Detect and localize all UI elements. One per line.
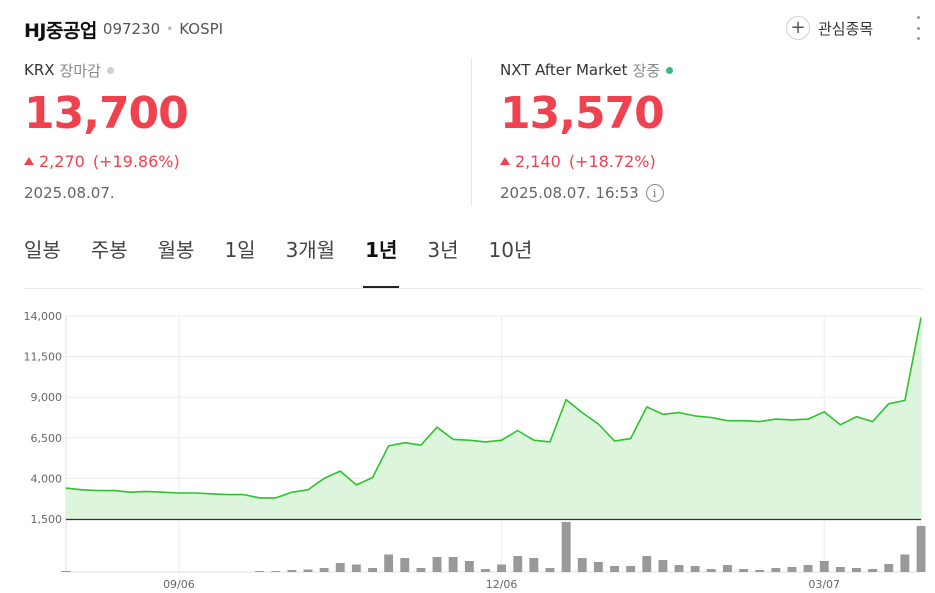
up-triangle-icon: [500, 157, 510, 165]
nxt-label-row: NXT After Market 장중: [500, 58, 674, 82]
y-tick-label: 1,500: [31, 513, 63, 526]
volume-bar: [303, 569, 313, 572]
stock-header: HJ중공업 097230 • KOSPI: [24, 14, 223, 44]
tab-weekly[interactable]: 주봉: [90, 238, 128, 262]
y-tick-label: 9,000: [31, 391, 63, 404]
stock-code: 097230: [102, 20, 161, 38]
volume-bar: [690, 566, 700, 572]
volume-bar: [400, 558, 410, 572]
volume-bar: [739, 569, 748, 572]
krx-price: 13,700: [24, 88, 189, 139]
krx-change-percent: (+19.86%): [92, 151, 180, 171]
volume-bar: [351, 564, 361, 572]
volume-bar: [335, 563, 345, 572]
nxt-change: 2,140 (+18.72%): [500, 150, 673, 172]
y-tick-label: 6,500: [31, 432, 63, 445]
volume-bar: [626, 566, 636, 572]
tabs-divider: [24, 288, 922, 289]
volume-bar: [900, 554, 910, 572]
volume-bar: [723, 565, 732, 572]
volume-bar: [787, 567, 797, 572]
price-line: [65, 317, 922, 499]
nxt-change-value: 2,140: [515, 151, 561, 171]
tab-1-day[interactable]: 1일: [224, 238, 256, 262]
y-tick-label: 11,500: [24, 351, 63, 364]
krx-change: 2,270 (+19.86%): [24, 150, 188, 172]
tab-1-year[interactable]: 1년: [363, 226, 400, 288]
volume-bar: [464, 561, 474, 572]
volume-bar: [529, 558, 539, 572]
y-tick-label: 14,000: [24, 310, 63, 323]
volume-bar: [610, 566, 619, 572]
krx-quote: KRX 장마감 13,700 2,270 (+19.86%) 2025.08.0…: [24, 58, 189, 204]
more-vertical-icon[interactable]: [912, 16, 924, 40]
volume-bar: [674, 565, 684, 572]
tab-daily[interactable]: 일봉: [24, 238, 61, 262]
volume-bar: [545, 568, 555, 572]
add-watchlist-label: 관심종목: [818, 19, 874, 38]
volume-bar: [287, 570, 297, 572]
period-tabs: 일봉 주봉 월봉 1일 3개월 1년 3년 10년: [24, 226, 562, 288]
volume-bar: [803, 565, 813, 572]
krx-status: 장마감: [59, 61, 101, 80]
volume-bar: [271, 571, 281, 572]
volume-bar: [255, 571, 264, 572]
up-triangle-icon: [24, 157, 34, 165]
volume-bar: [368, 568, 377, 572]
y-tick-label: 4,000: [31, 472, 63, 485]
quote-divider: [471, 58, 472, 206]
market-open-dot-icon: [666, 66, 674, 74]
tab-3-months[interactable]: 3개월: [285, 238, 336, 262]
volume-bar: [561, 522, 571, 572]
price-area: [66, 317, 921, 519]
volume-bar: [319, 568, 329, 572]
nxt-price: 13,570: [500, 88, 665, 139]
volume-bar: [755, 570, 765, 572]
volume-bar: [448, 557, 458, 572]
tab-monthly[interactable]: 월봉: [157, 238, 195, 262]
volume-bar: [577, 558, 587, 572]
krx-date: 2025.08.07.: [24, 184, 115, 202]
volume-bar: [384, 554, 394, 572]
volume-bar: [481, 569, 490, 572]
volume-bar: [884, 564, 894, 572]
volume-bar: [819, 561, 829, 572]
volume-bar: [497, 564, 506, 572]
nxt-status: 장중: [632, 61, 661, 80]
add-watchlist-button[interactable]: + 관심종목: [786, 14, 873, 42]
volume-bar: [868, 569, 878, 572]
header-separator: •: [166, 22, 174, 36]
nxt-label: NXT After Market: [500, 61, 628, 79]
info-icon[interactable]: i: [645, 184, 664, 202]
nxt-change-percent: (+18.72%): [568, 151, 656, 171]
krx-label: KRX: [24, 61, 55, 79]
volume-bar: [513, 556, 523, 572]
stock-name: HJ중공업: [24, 19, 97, 42]
volume-bar: [916, 526, 926, 572]
volume-bar: [642, 556, 652, 572]
volume-bar: [658, 560, 668, 572]
x-tick-label: 09/06: [163, 578, 195, 591]
market-closed-dot-icon: [106, 66, 114, 74]
volume-bar: [593, 562, 603, 572]
tab-3-years[interactable]: 3년: [427, 238, 459, 262]
nxt-date: 2025.08.07. 16:53: [500, 184, 639, 202]
plus-icon: +: [786, 16, 810, 40]
price-chart[interactable]: 1,500 4,000 6,500 9,000 11,500 14,000 09/06 12/…: [0, 300, 935, 593]
volume-bar: [852, 568, 861, 572]
volume-bar: [706, 569, 716, 572]
krx-change-value: 2,270: [39, 151, 85, 171]
x-tick-label: 03/07: [808, 578, 840, 591]
market-name: KOSPI: [179, 20, 224, 38]
volume-bar: [771, 568, 781, 572]
krx-label-row: KRX 장마감: [24, 58, 188, 82]
volume-bar: [61, 571, 71, 572]
volume-bar: [835, 567, 845, 572]
volume-bar: [416, 568, 426, 572]
nxt-quote: NXT After Market 장중 13,570 2,140 (+18.72…: [500, 58, 674, 204]
tab-10-years[interactable]: 10년: [488, 238, 533, 262]
nxt-date-row: 2025.08.07. 16:53 i: [500, 182, 673, 204]
volume-bar: [432, 557, 442, 572]
x-tick-label: 12/06: [486, 578, 518, 591]
